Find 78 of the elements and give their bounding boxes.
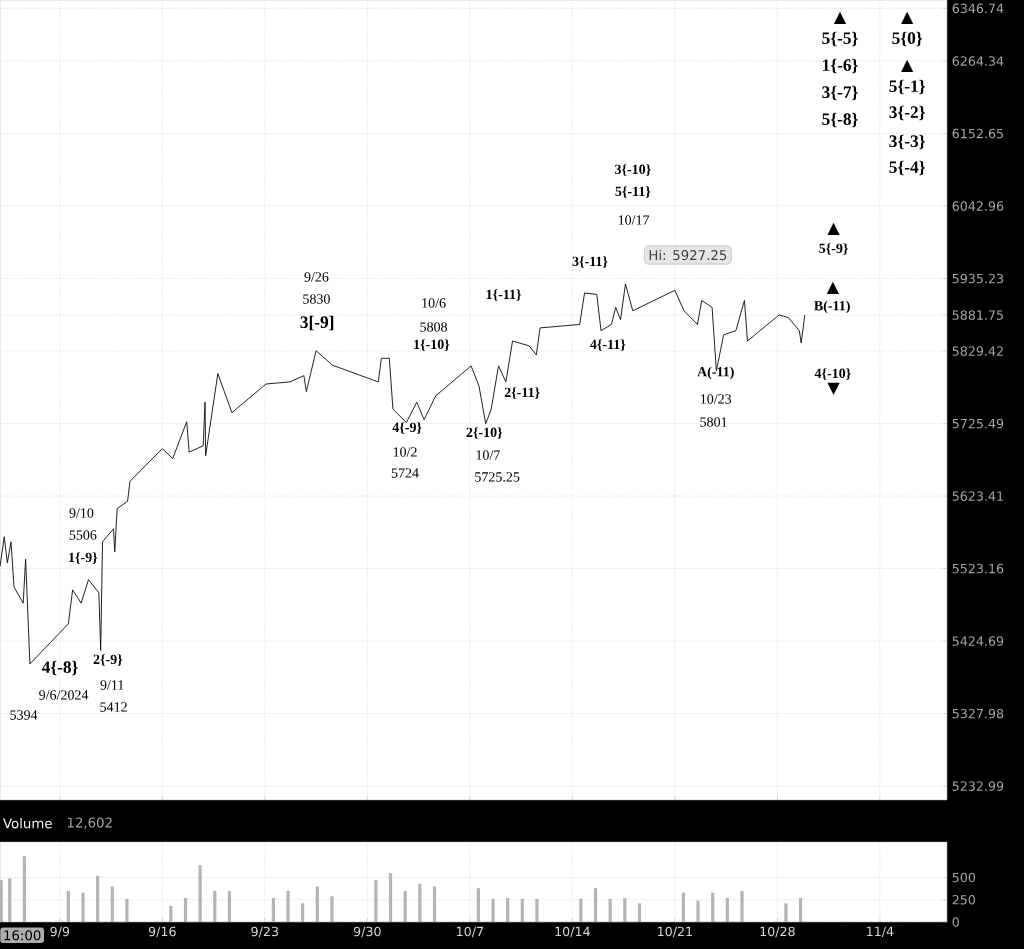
x-tick-label: 10/21: [658, 926, 692, 938]
annotation: 5506: [69, 530, 97, 540]
annotation: 5{-8}: [822, 112, 858, 128]
y-tick-label: 6264.34: [952, 56, 1004, 66]
annotation: 4{-9}: [392, 422, 422, 434]
annotation: 2{-10}: [466, 427, 503, 439]
annotation: 5725.25: [475, 472, 520, 482]
annotation: A(-11): [697, 366, 734, 380]
annotation: 9/11: [100, 680, 124, 690]
annotation: ▲: [833, 11, 847, 25]
x-tick-label: 11/4: [867, 926, 894, 938]
annotation: 5808: [420, 322, 448, 332]
y-tick-label: 5725.49: [952, 418, 1004, 429]
y-tick-label: 5935.23: [952, 273, 1004, 284]
x-tick-label: 9/23: [251, 926, 279, 938]
annotation: Hi: 5927.25: [649, 249, 727, 261]
y-tick-label: 250: [952, 894, 976, 905]
annotation: 5{-11}: [615, 186, 651, 198]
annotation: 5724: [391, 468, 419, 478]
chart-subtitle: 12,602: [67, 817, 112, 829]
annotation: 3{-2}: [889, 105, 925, 121]
chart-title: Volume: [3, 818, 52, 829]
annotation: 3{-3}: [889, 134, 925, 150]
annotation: 5{-4}: [889, 160, 925, 176]
annotation: 5830: [303, 294, 330, 304]
annotation: 10/6: [422, 298, 446, 308]
x-tick-label: 9/16: [148, 926, 176, 938]
y-tick-label: 6346.74: [952, 3, 1004, 14]
y-tick-label: 5829.42: [952, 346, 1003, 356]
x-tick-label: 9/9: [50, 926, 70, 938]
annotation: 9/6/2024: [39, 690, 89, 700]
annotation: ▼: [827, 382, 840, 396]
x-tick-label: 9/30: [353, 926, 381, 938]
annotation: 4{-11}: [590, 339, 626, 351]
annotation: 5394: [10, 710, 38, 720]
annotation: 5{-5}: [822, 31, 858, 47]
y-tick-label: 5523.16: [952, 563, 1004, 574]
annotation: 4{-10}: [814, 368, 851, 380]
annotation: 2{-9}: [93, 654, 123, 666]
annotation: 1{-10}: [414, 339, 450, 351]
x-tick-label: 10/14: [555, 926, 590, 938]
annotation: 5412: [100, 702, 127, 712]
annotation: 5{-1}: [889, 79, 925, 95]
y-tick-label: 5881.75: [952, 310, 1003, 320]
annotation: 5{-9}: [819, 243, 848, 255]
annotation: ▲: [901, 59, 914, 73]
annotation: ▲: [826, 281, 839, 295]
y-tick-label: 5327.98: [952, 708, 1004, 719]
y-tick-label: 6042.96: [952, 201, 1004, 211]
annotation: ▲: [827, 222, 840, 236]
annotation: 10/2: [393, 447, 417, 457]
annotation: 10/23: [701, 394, 732, 404]
annotation: 2{-11}: [504, 387, 540, 399]
annotation: 1{-6}: [823, 58, 858, 74]
annotation: 5{0}: [892, 31, 923, 47]
y-tick-label: 5424.69: [952, 636, 1004, 646]
annotation: 1{-9}: [69, 552, 98, 564]
text: 16:00: [4, 930, 41, 941]
y-tick-label: 0: [952, 917, 959, 927]
x-tick-label: 10/7: [457, 926, 483, 938]
y-tick-label: 5232.99: [952, 781, 1004, 791]
y-tick-label: 500: [952, 872, 976, 883]
annotation: 3{-11}: [572, 256, 608, 268]
annotation: 3[-9]: [300, 315, 334, 331]
annotation: B(-11): [814, 300, 850, 314]
annotation: 9/26: [304, 272, 329, 282]
annotation: 4{-8}: [41, 660, 78, 676]
annotation: 3{-10}: [615, 164, 651, 176]
annotation: 10/7: [476, 450, 500, 460]
annotation: 5801: [700, 417, 727, 427]
y-tick-label: 6152.65: [952, 128, 1003, 139]
annotation: 3{-7}: [822, 85, 858, 101]
x-tick-label: 10/28: [760, 926, 795, 938]
annotation: ▲: [901, 11, 914, 25]
annotation: 1{-11}: [486, 289, 522, 301]
annotation: 10/17: [618, 215, 650, 225]
y-tick-label: 5623.41: [952, 491, 1003, 501]
annotation: 9/10: [69, 508, 94, 518]
